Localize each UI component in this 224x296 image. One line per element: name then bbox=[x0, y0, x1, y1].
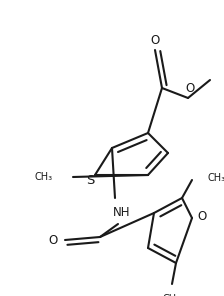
Text: CH₃: CH₃ bbox=[208, 173, 224, 183]
Text: S: S bbox=[86, 175, 94, 187]
Text: O: O bbox=[48, 234, 58, 247]
Text: O: O bbox=[197, 210, 207, 223]
Text: CH₃: CH₃ bbox=[163, 294, 181, 296]
Text: NH: NH bbox=[113, 205, 131, 218]
Text: O: O bbox=[150, 33, 160, 46]
Text: O: O bbox=[185, 83, 195, 96]
Text: CH₃: CH₃ bbox=[35, 172, 53, 182]
